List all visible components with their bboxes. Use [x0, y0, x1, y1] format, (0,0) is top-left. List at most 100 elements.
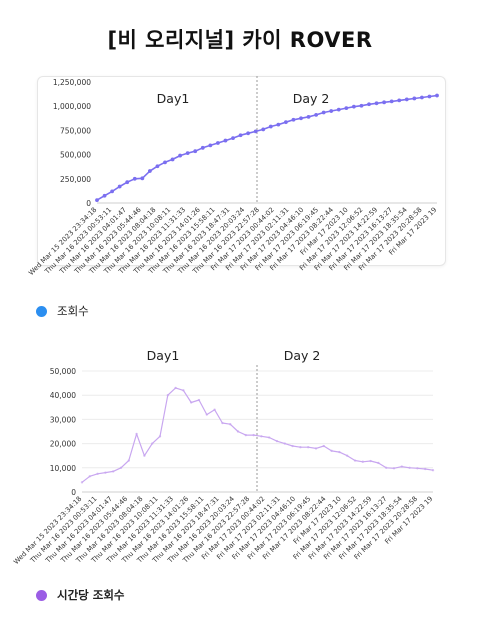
data-point: [252, 433, 255, 437]
legend-dot-icon: [36, 589, 47, 601]
data-point: [260, 435, 263, 438]
data-point: [374, 101, 379, 106]
data-point: [95, 198, 99, 202]
data-point: [140, 176, 145, 181]
y-tick-label: 750,000: [60, 126, 91, 135]
hourly-views-chart: 50,000 40,000 30,000 20,000 10,000 0 Day1 Day 2…: [12, 348, 434, 566]
data-point: [208, 143, 213, 148]
data-point: [178, 153, 183, 158]
data-point: [397, 98, 402, 103]
data-point: [244, 433, 247, 437]
data-point: [127, 459, 130, 462]
y-tick-label: 1,250,000: [53, 78, 91, 87]
data-point: [314, 113, 319, 117]
y-tick-label: 0: [86, 199, 91, 208]
data-point: [170, 157, 175, 162]
data-point: [135, 432, 138, 436]
data-point: [361, 460, 364, 463]
data-point: [80, 481, 84, 484]
data-point: [268, 436, 271, 439]
legend-label: 시간당 조회수: [57, 588, 125, 602]
day2-label: Day 2: [284, 348, 321, 363]
series-line: [81, 387, 434, 483]
legend-dot-icon: [36, 305, 47, 317]
data-point: [276, 122, 281, 127]
data-point: [336, 107, 341, 112]
data-point: [275, 439, 279, 443]
data-point: [182, 389, 185, 392]
data-point: [299, 116, 303, 121]
data-point: [231, 136, 235, 141]
data-point: [151, 442, 154, 445]
data-point: [412, 96, 417, 101]
data-point: [147, 169, 152, 173]
data-point: [351, 104, 356, 109]
data-point: [117, 184, 122, 189]
data-point: [132, 176, 137, 181]
data-point: [389, 99, 394, 104]
data-point: [400, 465, 403, 468]
data-point: [223, 138, 228, 143]
data-point: [193, 149, 198, 154]
data-point: [221, 421, 224, 425]
data-point: [382, 100, 387, 105]
data-point: [369, 459, 372, 463]
data-point: [238, 133, 243, 138]
data-point: [158, 435, 162, 438]
y-tick-label: 0: [71, 488, 76, 497]
data-point: [88, 475, 92, 478]
data-point: [119, 466, 123, 469]
data-point: [385, 466, 388, 469]
data-point: [346, 454, 349, 457]
data-point: [359, 103, 364, 108]
data-point: [229, 423, 232, 426]
data-point: [330, 449, 333, 453]
data-point: [306, 114, 311, 119]
views-legend[interactable]: 조회수: [36, 303, 89, 319]
data-point: [246, 131, 251, 136]
data-point: [344, 106, 349, 111]
data-point: [166, 394, 169, 397]
data-point: [321, 110, 326, 115]
legend-label: 조회수: [57, 304, 89, 318]
data-point: [112, 470, 115, 473]
day1-label: Day1: [147, 348, 180, 363]
data-point: [268, 124, 273, 129]
data-point: [155, 164, 160, 169]
y-tick-label: 20,000: [50, 440, 76, 449]
data-point: [291, 117, 296, 122]
views-chart-card: [37, 76, 446, 266]
data-point: [261, 127, 266, 132]
data-point: [408, 466, 411, 469]
series-line: [96, 94, 438, 201]
y-tick-label: 30,000: [50, 415, 76, 424]
day1-label: Day1: [157, 91, 190, 106]
data-point: [110, 189, 115, 194]
data-point: [367, 102, 371, 107]
data-point: [215, 141, 220, 145]
data-point: [163, 160, 167, 165]
y-tick-label: 500,000: [60, 151, 91, 160]
data-point: [200, 145, 205, 150]
data-point: [125, 180, 130, 185]
data-point: [104, 471, 107, 474]
data-point: [404, 97, 409, 102]
hourly-views-legend[interactable]: 시간당 조회수: [36, 587, 124, 603]
data-point: [435, 93, 439, 98]
data-point: [96, 472, 99, 476]
y-tick-label: 1,000,000: [53, 102, 91, 111]
data-point: [427, 94, 432, 99]
y-tick-label: 10,000: [50, 464, 76, 473]
day2-label: Day 2: [293, 91, 330, 106]
data-point: [377, 461, 380, 465]
data-point: [174, 386, 177, 390]
y-tick-label: 50,000: [50, 367, 76, 376]
data-point: [213, 408, 216, 411]
data-point: [283, 120, 288, 125]
y-tick-label: 250,000: [60, 175, 91, 184]
data-point: [143, 454, 146, 457]
data-point: [322, 444, 325, 448]
data-point: [329, 109, 334, 113]
data-point: [283, 442, 286, 445]
data-point: [253, 129, 258, 134]
